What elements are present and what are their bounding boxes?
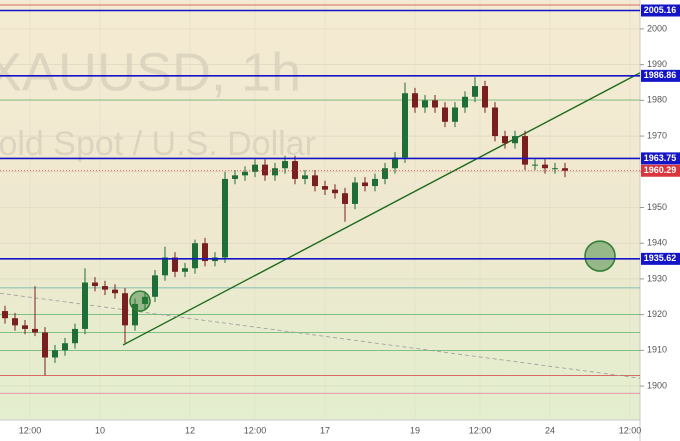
x-tick-label: 12:00 bbox=[619, 425, 642, 435]
x-tick-label: 12:00 bbox=[469, 425, 492, 435]
y-tick-label: 1950 bbox=[647, 202, 667, 212]
candle-body bbox=[292, 161, 298, 179]
y-tick-label: 1990 bbox=[647, 59, 667, 69]
candle-body bbox=[242, 171, 248, 176]
candle-body bbox=[122, 293, 128, 326]
candle-body bbox=[102, 286, 108, 290]
candle-body bbox=[342, 193, 348, 204]
candle-body bbox=[22, 325, 28, 329]
price-level-badge bbox=[641, 69, 680, 82]
last-price-badge bbox=[641, 164, 680, 177]
trend-line bbox=[0, 292, 640, 379]
candle-body bbox=[302, 175, 308, 179]
circle-marker bbox=[584, 240, 616, 272]
watermark-description: Gold Spot / U.S. Dollar bbox=[0, 125, 316, 163]
candle-body bbox=[62, 343, 68, 351]
last-price-label: 1960.29 bbox=[644, 165, 677, 175]
x-tick-label: 19 bbox=[410, 425, 420, 435]
y-tick-label: 1900 bbox=[647, 380, 667, 390]
candle-body bbox=[192, 243, 198, 269]
candle-body bbox=[172, 257, 178, 272]
price-level-label: 1963.75 bbox=[644, 153, 677, 163]
candle-body bbox=[512, 136, 518, 144]
candle-body bbox=[182, 268, 188, 272]
candle-body bbox=[312, 175, 318, 187]
candle-body bbox=[272, 168, 278, 176]
candle-body bbox=[562, 168, 568, 171]
price-level-label: 1935.62 bbox=[644, 253, 677, 263]
price-level-badge bbox=[641, 252, 680, 265]
price-level-badge bbox=[641, 4, 680, 17]
trend-line bbox=[122, 72, 640, 346]
candle-body bbox=[542, 164, 548, 169]
axes: 1900191019201930194019501960197019801990… bbox=[19, 4, 680, 435]
candle-body bbox=[12, 318, 18, 326]
x-tick-label: 12 bbox=[185, 425, 195, 435]
y-tick-label: 1920 bbox=[647, 309, 667, 319]
candle-body bbox=[402, 93, 408, 158]
candle-body bbox=[502, 136, 508, 144]
candle-body bbox=[532, 164, 538, 166]
watermark-symbol: XAUUSD, 1h bbox=[0, 42, 301, 102]
candle-body bbox=[282, 161, 288, 169]
candle-body bbox=[332, 189, 338, 194]
y-tick-label: 1980 bbox=[647, 95, 667, 105]
candle-body bbox=[352, 182, 358, 204]
candle-body bbox=[92, 282, 98, 287]
candle-body bbox=[522, 136, 528, 165]
candle-body bbox=[262, 164, 268, 176]
candle-body bbox=[32, 328, 38, 333]
candle-body bbox=[252, 164, 258, 172]
candle-body bbox=[112, 289, 118, 294]
candle-body bbox=[142, 296, 148, 304]
candle-body bbox=[52, 350, 58, 358]
candle-body bbox=[362, 182, 368, 187]
price-level-label: 1986.86 bbox=[644, 70, 677, 80]
candle-body bbox=[82, 282, 88, 329]
candle-body bbox=[392, 157, 398, 169]
candle-body bbox=[412, 93, 418, 108]
x-tick-label: 12:00 bbox=[19, 425, 42, 435]
x-tick-label: 24 bbox=[545, 425, 555, 435]
candle-body bbox=[482, 86, 488, 108]
candle-body bbox=[462, 96, 468, 108]
candle-body bbox=[222, 178, 228, 258]
x-tick-label: 17 bbox=[320, 425, 330, 435]
y-tick-label: 1970 bbox=[647, 130, 667, 140]
candle-body bbox=[72, 328, 78, 344]
plot: XAUUSD, 1h Gold Spot / U.S. Dollar bbox=[0, 0, 640, 420]
circle-marker bbox=[129, 290, 151, 312]
candle-body bbox=[422, 100, 428, 108]
candle-body bbox=[472, 86, 478, 97]
series-layer bbox=[0, 0, 640, 420]
candle-body bbox=[162, 257, 168, 276]
candle-body bbox=[322, 186, 328, 190]
candle-body bbox=[442, 107, 448, 122]
candle-body bbox=[132, 303, 138, 326]
y-tick-label: 1910 bbox=[647, 345, 667, 355]
y-tick-label: 2000 bbox=[647, 23, 667, 33]
y-tick-label: 1930 bbox=[647, 273, 667, 283]
candle-body bbox=[552, 168, 558, 170]
y-tick-label: 1940 bbox=[647, 238, 667, 248]
candle-body bbox=[2, 311, 8, 319]
candle-body bbox=[432, 100, 438, 108]
candle-body bbox=[452, 107, 458, 122]
candle-body bbox=[202, 243, 208, 262]
candle-body bbox=[42, 332, 48, 358]
time-axis bbox=[0, 420, 640, 441]
candle-body bbox=[372, 178, 378, 187]
price-level-label: 2005.16 bbox=[644, 5, 677, 15]
candle-body bbox=[492, 107, 498, 137]
candle-body bbox=[382, 168, 388, 179]
candle-body bbox=[152, 275, 158, 297]
x-tick-label: 10 bbox=[95, 425, 105, 435]
candle-body bbox=[232, 175, 238, 179]
x-tick-label: 12:00 bbox=[244, 425, 267, 435]
price-level-badge bbox=[641, 152, 680, 165]
